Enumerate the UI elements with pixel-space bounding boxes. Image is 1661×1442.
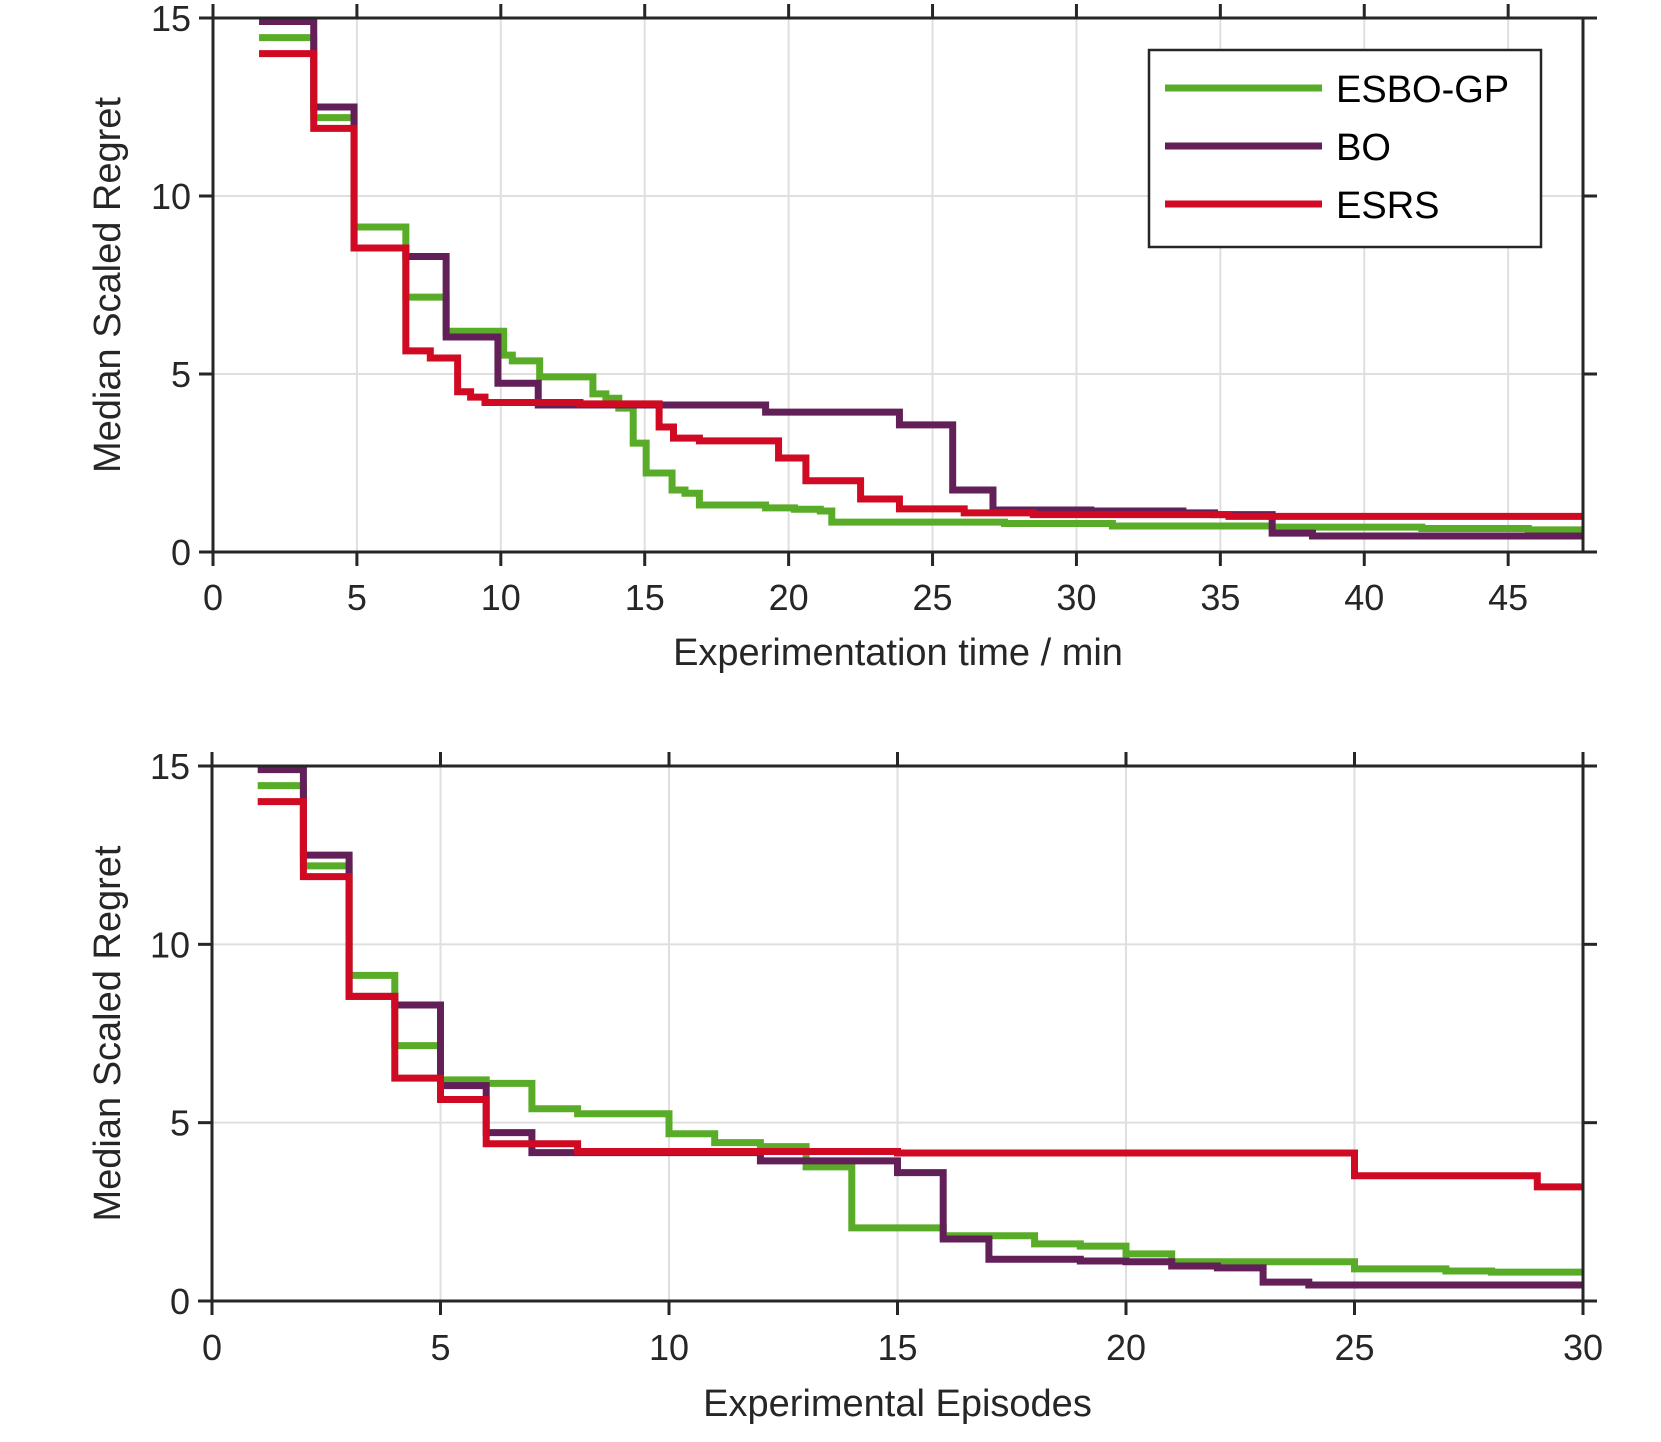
x-tick-label: 15 — [877, 1327, 917, 1368]
y-tick-label: 0 — [171, 532, 191, 573]
x-tick-label: 25 — [1334, 1327, 1374, 1368]
x-tick-label: 15 — [625, 577, 665, 618]
y-tick-label: 5 — [170, 1103, 190, 1144]
bottom-chart-episodes: 0 5 10 15 20 25 30 0 5 10 15 Experimental Episodes M… — [87, 746, 1603, 1425]
x-tick-label: 45 — [1488, 577, 1528, 618]
legend-label: BO — [1336, 127, 1391, 169]
y-tick-label: 15 — [151, 0, 191, 39]
x-axis-label: Experimental Episodes — [703, 1383, 1092, 1425]
legend-label: ESBO-GP — [1336, 69, 1509, 111]
series-line-esrs — [259, 50, 1583, 520]
x-tick-label: 30 — [1056, 577, 1096, 618]
x-tick-label: 25 — [913, 577, 953, 618]
y-tick-label: 5 — [171, 354, 191, 395]
x-tick-label: 10 — [481, 577, 521, 618]
y-tick-label: 10 — [151, 176, 191, 217]
x-tick-label: 10 — [649, 1327, 689, 1368]
y-tick-label: 10 — [150, 924, 190, 965]
x-axis-label: Experimentation time / min — [673, 632, 1123, 674]
y-tick-label: 0 — [170, 1281, 190, 1322]
x-tick-label: 30 — [1563, 1327, 1603, 1368]
series-line-esbo-gp — [257, 782, 1583, 1276]
x-tick-label: 20 — [769, 577, 809, 618]
x-tick-label: 20 — [1106, 1327, 1146, 1368]
y-tick-label: 15 — [150, 746, 190, 787]
series-line-bo — [257, 766, 1583, 1289]
y-axis-label: Median Scaled Regret — [87, 97, 129, 473]
x-tick-label: 0 — [203, 577, 223, 618]
y-axis-label: Median Scaled Regret — [87, 845, 129, 1221]
x-tick-label: 0 — [202, 1327, 222, 1368]
x-tick-label: 5 — [430, 1327, 450, 1368]
top-chart-time: 0 5 10 15 20 25 30 35 40 45051015Experimentation … — [87, 0, 1597, 674]
legend: ESBO-GP BO ESRS — [1147, 48, 1543, 249]
x-tick-label: 40 — [1344, 577, 1384, 618]
x-tick-label: 35 — [1200, 577, 1240, 618]
series-line-esrs — [257, 798, 1583, 1191]
series-line-esbo-gp — [259, 34, 1583, 534]
legend-label: ESRS — [1336, 185, 1439, 227]
x-tick-label: 5 — [347, 577, 367, 618]
